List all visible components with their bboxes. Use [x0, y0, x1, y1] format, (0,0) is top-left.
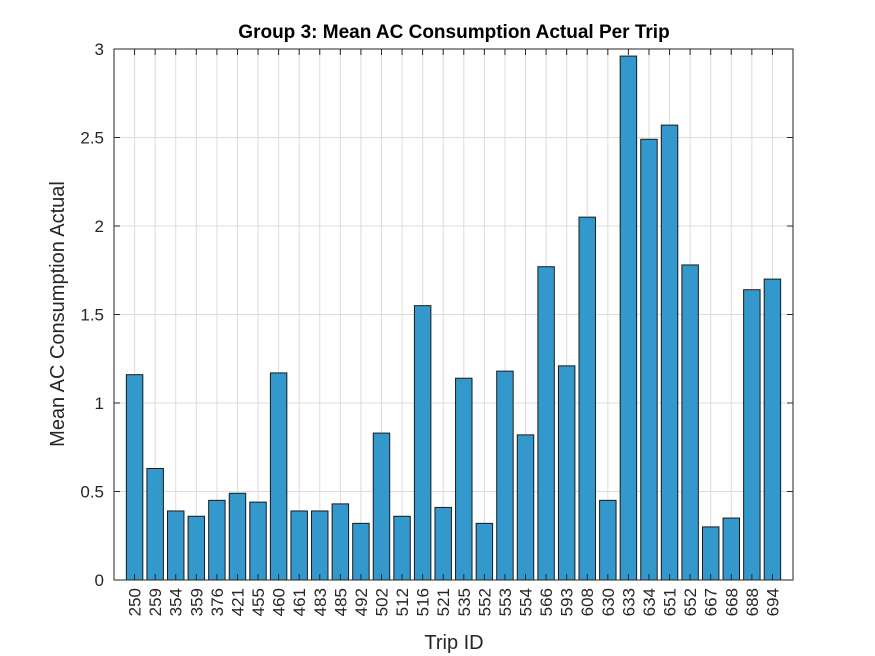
bar-633 [619, 55, 638, 581]
x-tick-label-593: 593 [558, 588, 577, 616]
bar-688 [743, 289, 761, 581]
x-tick-label-259: 259 [146, 588, 165, 616]
bar-461 [290, 510, 308, 581]
bar-652 [681, 264, 699, 581]
x-tick-label-694: 694 [763, 588, 782, 616]
x-tick-label-633: 633 [619, 588, 638, 616]
bar-421 [228, 492, 247, 581]
bar-667 [701, 526, 720, 581]
y-tick-label: 1.5 [80, 306, 104, 325]
x-tick-label-667: 667 [702, 588, 721, 616]
x-tick-label-354: 354 [167, 588, 186, 616]
bar-259 [146, 467, 164, 581]
bar-651 [660, 124, 679, 581]
chart-title: Group 3: Mean AC Consumption Actual Per … [238, 22, 669, 43]
bar-608 [578, 216, 596, 581]
y-tick-label: 3 [95, 40, 104, 59]
bar-521 [434, 506, 452, 581]
x-tick-label-359: 359 [187, 588, 206, 616]
x-tick-label-461: 461 [290, 588, 309, 616]
x-tick-label-535: 535 [455, 588, 474, 616]
x-tick-label-485: 485 [331, 588, 350, 616]
x-tick-label-376: 376 [208, 588, 227, 616]
y-tick-label: 1 [95, 394, 104, 413]
bar-250 [125, 374, 144, 581]
x-tick-label-492: 492 [352, 588, 371, 616]
bar-552 [475, 522, 494, 581]
y-axis-label: Mean AC Consumption Actual [47, 181, 69, 447]
x-tick-label-250: 250 [126, 588, 145, 616]
bar-554 [516, 434, 535, 581]
y-tick-label: 0.5 [80, 483, 104, 502]
bar-535 [455, 377, 473, 581]
bar-485 [331, 503, 350, 581]
x-tick-label-512: 512 [393, 588, 412, 616]
bar-376 [208, 499, 226, 581]
x-tick-label-516: 516 [414, 588, 433, 616]
bar-566 [537, 266, 555, 581]
bar-516 [413, 305, 432, 581]
x-tick-label-455: 455 [249, 588, 268, 616]
x-tick-label-630: 630 [599, 588, 618, 616]
bar-460 [269, 372, 288, 581]
y-tick-label: 2 [95, 217, 104, 236]
bar-359 [187, 515, 206, 581]
bars [125, 55, 782, 581]
x-tick-label-483: 483 [311, 588, 330, 616]
x-axis: 250 259 354 359 376 421 455 460 461 483 485 492 502 5… [126, 49, 782, 616]
bar-492 [352, 522, 370, 581]
x-tick-label-634: 634 [640, 588, 659, 616]
bar-593 [557, 365, 576, 581]
bar-694 [763, 278, 782, 581]
y-tick-label: 2.5 [80, 129, 104, 148]
x-tick-label-460: 460 [270, 588, 289, 616]
x-tick-label-553: 553 [496, 588, 515, 616]
bar-483 [311, 510, 329, 581]
x-tick-label-521: 521 [434, 588, 453, 616]
x-tick-label-688: 688 [743, 588, 762, 616]
x-tick-label-502: 502 [372, 588, 391, 616]
x-tick-label-652: 652 [681, 588, 700, 616]
bar-668 [722, 517, 741, 581]
bar-630 [599, 499, 617, 581]
x-tick-label-554: 554 [517, 588, 536, 616]
x-axis-label: Trip ID [424, 632, 483, 654]
x-tick-label-608: 608 [578, 588, 597, 616]
x-tick-label-421: 421 [228, 588, 247, 616]
x-tick-label-651: 651 [661, 588, 680, 616]
bar-634 [640, 138, 658, 581]
x-tick-label-566: 566 [537, 588, 556, 616]
y-tick-label: 0 [95, 571, 104, 590]
x-tick-label-668: 668 [722, 588, 741, 616]
bar-502 [372, 432, 391, 581]
y-axis: 0 0.5 1 1.5 2 2.5 3 [80, 40, 793, 590]
bar-455 [249, 501, 267, 581]
bar-354 [166, 510, 185, 581]
x-tick-label-552: 552 [475, 588, 494, 616]
bar-512 [393, 515, 411, 581]
bar-553 [496, 370, 514, 581]
